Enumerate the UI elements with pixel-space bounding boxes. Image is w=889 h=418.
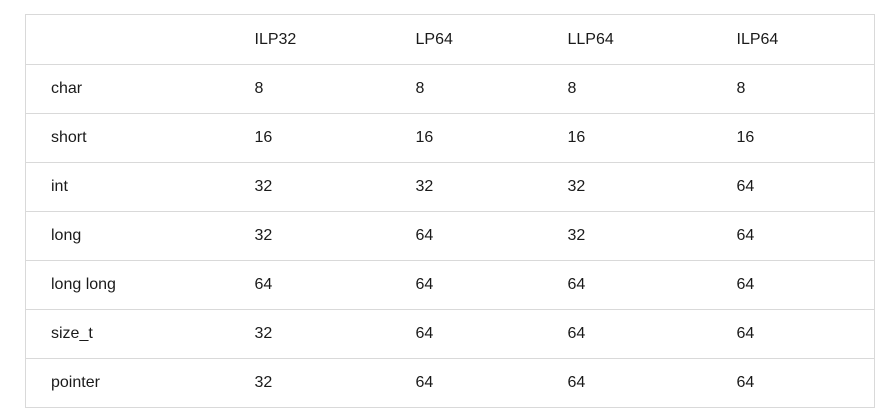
table-cell: 64 (390, 309, 543, 359)
table-cell: 64 (711, 358, 875, 408)
table-cell: 8 (390, 64, 543, 114)
data-model-table-container: ILP32 LP64 LLP64 ILP64 char 8 8 8 8 shor… (25, 14, 875, 408)
table-cell: 8 (711, 64, 875, 114)
row-label: pointer (25, 358, 230, 408)
header-cell-ilp64: ILP64 (711, 14, 875, 65)
row-label: char (25, 64, 230, 114)
table-cell: 16 (711, 113, 875, 163)
table-cell: 64 (711, 162, 875, 212)
table-header-row: ILP32 LP64 LLP64 ILP64 (25, 14, 875, 65)
table-row: size_t 32 64 64 64 (25, 309, 875, 359)
table-cell: 32 (542, 162, 712, 212)
table-cell: 64 (542, 309, 712, 359)
row-label: short (25, 113, 230, 163)
table-cell: 16 (542, 113, 712, 163)
table-cell: 64 (711, 260, 875, 310)
table-cell: 64 (711, 309, 875, 359)
header-cell-empty (25, 14, 230, 65)
table-cell: 64 (390, 358, 543, 408)
table-cell: 32 (542, 211, 712, 261)
table-cell: 8 (229, 64, 391, 114)
table-cell: 64 (390, 211, 543, 261)
table-row: int 32 32 32 64 (25, 162, 875, 212)
table-cell: 64 (542, 358, 712, 408)
table-row: long 32 64 32 64 (25, 211, 875, 261)
table-cell: 64 (229, 260, 391, 310)
table-cell: 8 (542, 64, 712, 114)
header-cell-llp64: LLP64 (542, 14, 712, 65)
header-cell-ilp32: ILP32 (229, 14, 391, 65)
table-cell: 32 (390, 162, 543, 212)
header-cell-lp64: LP64 (390, 14, 543, 65)
row-label: int (25, 162, 230, 212)
table-cell: 16 (390, 113, 543, 163)
row-label: long (25, 211, 230, 261)
table-row: short 16 16 16 16 (25, 113, 875, 163)
table-row: char 8 8 8 8 (25, 64, 875, 114)
table-cell: 64 (542, 260, 712, 310)
data-model-table: ILP32 LP64 LLP64 ILP64 char 8 8 8 8 shor… (25, 14, 875, 408)
table-cell: 64 (390, 260, 543, 310)
row-label: size_t (25, 309, 230, 359)
table-cell: 32 (229, 162, 391, 212)
table-row: long long 64 64 64 64 (25, 260, 875, 310)
table-cell: 32 (229, 211, 391, 261)
table-cell: 16 (229, 113, 391, 163)
table-cell: 64 (711, 211, 875, 261)
table-row: pointer 32 64 64 64 (25, 358, 875, 408)
table-cell: 32 (229, 309, 391, 359)
table-cell: 32 (229, 358, 391, 408)
row-label: long long (25, 260, 230, 310)
